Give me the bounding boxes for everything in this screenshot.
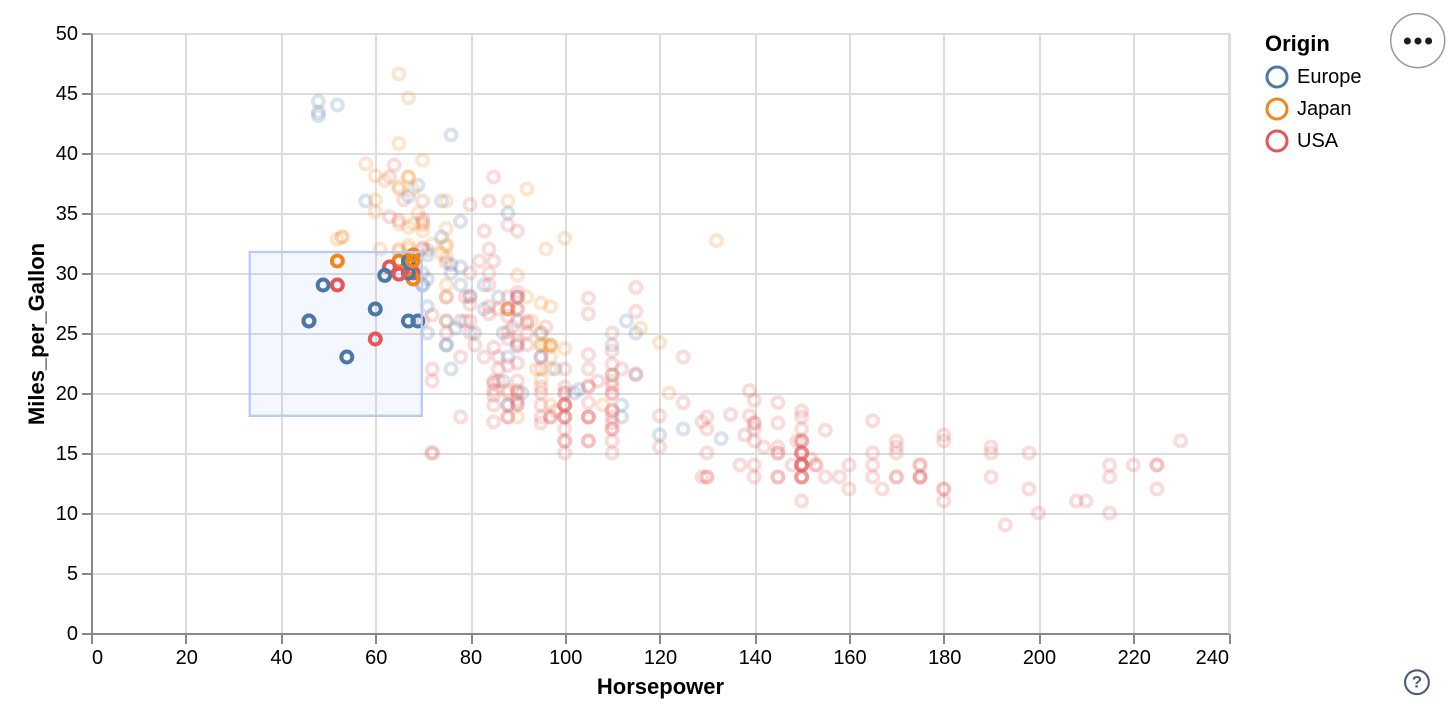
svg-text:USA: USA — [1297, 130, 1339, 152]
svg-text:Origin: Origin — [1265, 31, 1330, 56]
svg-text:40: 40 — [56, 143, 78, 165]
svg-text:45: 45 — [56, 83, 78, 105]
svg-text:0: 0 — [67, 623, 78, 645]
svg-text:25: 25 — [56, 323, 78, 345]
svg-text:?: ? — [1412, 673, 1422, 692]
svg-text:30: 30 — [56, 263, 78, 285]
svg-text:180: 180 — [928, 647, 961, 669]
svg-text:200: 200 — [1023, 647, 1056, 669]
svg-text:50: 50 — [56, 23, 78, 45]
svg-text:140: 140 — [739, 647, 772, 669]
svg-text:0: 0 — [92, 647, 103, 669]
svg-text:Japan: Japan — [1297, 98, 1352, 120]
svg-text:Europe: Europe — [1297, 66, 1362, 88]
svg-text:20: 20 — [176, 647, 198, 669]
svg-text:160: 160 — [833, 647, 866, 669]
svg-text:15: 15 — [56, 443, 78, 465]
svg-text:35: 35 — [56, 203, 78, 225]
svg-text:20: 20 — [56, 383, 78, 405]
svg-text:60: 60 — [365, 647, 387, 669]
svg-text:40: 40 — [270, 647, 292, 669]
svg-text:5: 5 — [67, 563, 78, 585]
svg-text:100: 100 — [549, 647, 582, 669]
svg-text:Miles_per_Gallon: Miles_per_Gallon — [24, 243, 49, 425]
svg-text:240: 240 — [1196, 647, 1229, 669]
svg-text:80: 80 — [460, 647, 482, 669]
svg-text:220: 220 — [1118, 647, 1151, 669]
svg-text:120: 120 — [644, 647, 677, 669]
svg-text:10: 10 — [56, 503, 78, 525]
svg-text:Horsepower: Horsepower — [597, 674, 725, 699]
